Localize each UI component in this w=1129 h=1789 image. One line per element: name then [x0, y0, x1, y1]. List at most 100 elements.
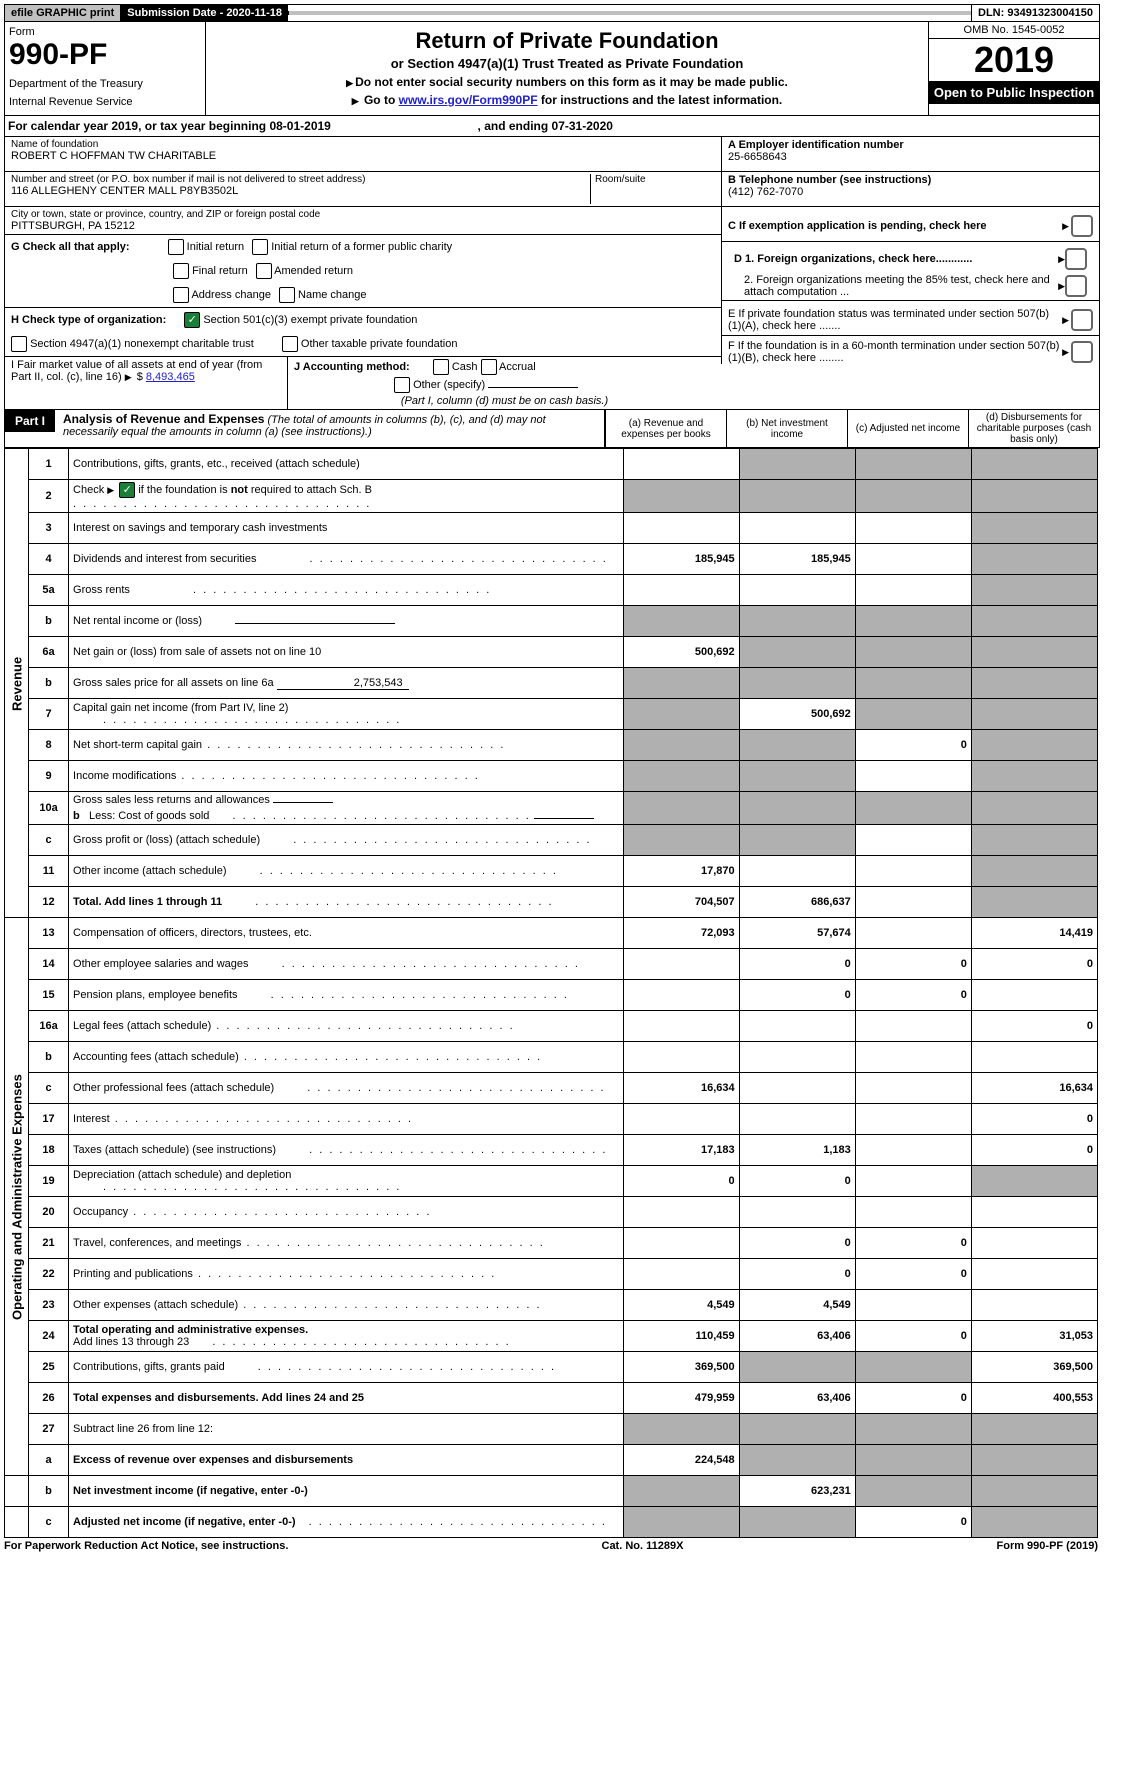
- table-row: 11 Other income (attach schedule) 17,870: [5, 856, 1098, 887]
- table-row: 17 Interest 0: [5, 1104, 1098, 1135]
- initial-former-checkbox[interactable]: [252, 239, 268, 255]
- d2-label: 2. Foreign organizations meeting the 85%…: [734, 274, 1058, 298]
- instr-2-suffix: for instructions and the latest informat…: [541, 93, 782, 107]
- arrow-icon: [352, 93, 361, 107]
- line-num: 1: [29, 449, 69, 480]
- cell-value: 185,945: [739, 544, 855, 575]
- fmv-link[interactable]: 8,493,465: [146, 371, 195, 383]
- 501c3-checkbox[interactable]: [184, 312, 200, 328]
- footer-mid: Cat. No. 11289X: [602, 1540, 684, 1552]
- instructions-link[interactable]: www.irs.gov/Form990PF: [399, 93, 538, 107]
- g-label: G Check all that apply:: [11, 241, 130, 253]
- c-label: C If exemption application is pending, c…: [728, 220, 987, 232]
- table-row: 8 Net short-term capital gain 0: [5, 730, 1098, 761]
- dln-label: DLN: 93491323004150: [971, 5, 1099, 21]
- name-change-checkbox[interactable]: [279, 287, 295, 303]
- city-label: City or town, state or province, country…: [11, 209, 715, 220]
- instr-2-prefix: Go to: [364, 93, 399, 107]
- arrow-icon: [1062, 346, 1071, 358]
- table-row: 14 Other employee salaries and wages 000: [5, 949, 1098, 980]
- line-text: Net rental income or (loss): [69, 606, 624, 637]
- final-return-label: Final return: [192, 265, 248, 277]
- submission-date-label: Submission Date - 2020-11-18: [120, 5, 288, 21]
- calbar-mid: , and ending: [478, 119, 552, 133]
- line-text: Total. Add lines 1 through 11: [69, 887, 624, 918]
- table-row: b Net rental income or (loss): [5, 606, 1098, 637]
- other-taxable-checkbox[interactable]: [282, 336, 298, 352]
- a-label: A Employer identification number: [728, 139, 904, 151]
- final-return-checkbox[interactable]: [173, 263, 189, 279]
- f-checkbox[interactable]: [1071, 341, 1093, 363]
- amended-return-checkbox[interactable]: [256, 263, 272, 279]
- d2-checkbox[interactable]: [1065, 275, 1087, 297]
- instr-1: Do not enter social security numbers on …: [216, 75, 918, 89]
- table-row: 6a Net gain or (loss) from sale of asset…: [5, 637, 1098, 668]
- footer-left: For Paperwork Reduction Act Notice, see …: [4, 1540, 288, 1552]
- table-row: 12 Total. Add lines 1 through 11 704,507…: [5, 887, 1098, 918]
- table-row: 4 Dividends and interest from securities…: [5, 544, 1098, 575]
- phone-value: (412) 762-7070: [728, 186, 803, 198]
- table-row: 26 Total expenses and disbursements. Add…: [5, 1383, 1098, 1414]
- initial-return-label: Initial return: [187, 241, 244, 253]
- 4947-label: Section 4947(a)(1) nonexempt charitable …: [30, 338, 254, 350]
- name-label: Name of foundation: [11, 139, 715, 150]
- part1-tag: Part I: [5, 410, 55, 432]
- ein-value: 25-6658643: [728, 151, 787, 163]
- calbar-begin: 08-01-2019: [269, 119, 330, 133]
- sch-b-checkbox[interactable]: [119, 482, 135, 498]
- part1-table: Revenue 1 Contributions, gifts, grants, …: [4, 448, 1098, 1538]
- arrow-icon: [1058, 280, 1065, 292]
- table-row: 15 Pension plans, employee benefits 00: [5, 980, 1098, 1011]
- b-label: B Telephone number (see instructions): [728, 174, 931, 186]
- table-row: Operating and Administrative Expenses 13…: [5, 918, 1098, 949]
- table-row: 5a Gross rents: [5, 575, 1098, 606]
- topbar-spacer: [288, 11, 971, 15]
- table-row: 25 Contributions, gifts, grants paid 369…: [5, 1352, 1098, 1383]
- form-header: Form 990-PF Department of the Treasury I…: [4, 22, 1100, 116]
- form-subtitle: or Section 4947(a)(1) Trust Treated as P…: [216, 56, 918, 71]
- table-row: 20 Occupancy: [5, 1197, 1098, 1228]
- foundation-address: 116 ALLEGHENY CENTER MALL P8YB3502L: [11, 185, 590, 197]
- tax-year: 2019: [929, 39, 1099, 81]
- addr-label: Number and street (or P.O. box number if…: [11, 174, 590, 185]
- table-row: 23 Other expenses (attach schedule) 4,54…: [5, 1290, 1098, 1321]
- arrow-icon: [107, 484, 116, 496]
- part1-desc: Analysis of Revenue and Expenses (The to…: [55, 410, 604, 440]
- other-method-checkbox[interactable]: [394, 377, 410, 393]
- line-text: Gross profit or (loss) (attach schedule): [69, 825, 624, 856]
- arrow-icon: [125, 371, 134, 383]
- line-text: Other income (attach schedule): [69, 856, 624, 887]
- line-text: Gross sales less returns and allowances …: [69, 792, 624, 825]
- table-row: 18 Taxes (attach schedule) (see instruct…: [5, 1135, 1098, 1166]
- c-checkbox[interactable]: [1071, 215, 1093, 237]
- initial-former-label: Initial return of a former public charit…: [271, 241, 452, 253]
- 501c3-label: Section 501(c)(3) exempt private foundat…: [203, 314, 417, 326]
- initial-return-checkbox[interactable]: [168, 239, 184, 255]
- name-change-label: Name change: [298, 289, 367, 301]
- room-label: Room/suite: [595, 174, 715, 185]
- e-checkbox[interactable]: [1071, 309, 1093, 331]
- address-change-label: Address change: [191, 289, 271, 301]
- table-row: 27 Subtract line 26 from line 12:: [5, 1414, 1098, 1445]
- table-row: c Adjusted net income (if negative, ente…: [5, 1507, 1098, 1538]
- line-num: 2: [29, 480, 69, 513]
- address-change-checkbox[interactable]: [173, 287, 189, 303]
- accrual-checkbox[interactable]: [481, 359, 497, 375]
- col-c-header: (c) Adjusted net income: [847, 410, 968, 447]
- 4947-checkbox[interactable]: [11, 336, 27, 352]
- calbar-end: 07-31-2020: [552, 119, 613, 133]
- col-d-header: (d) Disbursements for charitable purpose…: [968, 410, 1099, 447]
- cash-checkbox[interactable]: [433, 359, 449, 375]
- table-row: 9 Income modifications: [5, 761, 1098, 792]
- part1-title: Analysis of Revenue and Expenses: [63, 412, 264, 426]
- form-title: Return of Private Foundation: [216, 28, 918, 54]
- table-row: c Gross profit or (loss) (attach schedul…: [5, 825, 1098, 856]
- instr-2: Go to www.irs.gov/Form990PF for instruct…: [216, 93, 918, 107]
- d1-label: D 1. Foreign organizations, check here..…: [734, 253, 972, 265]
- expenses-side-label: Operating and Administrative Expenses: [5, 918, 29, 1476]
- arrow-icon: [1058, 253, 1065, 265]
- col-b-header: (b) Net investment income: [726, 410, 847, 447]
- efile-label: efile GRAPHIC print: [5, 5, 120, 21]
- page-footer: For Paperwork Reduction Act Notice, see …: [4, 1538, 1098, 1554]
- d1-checkbox[interactable]: [1065, 248, 1087, 270]
